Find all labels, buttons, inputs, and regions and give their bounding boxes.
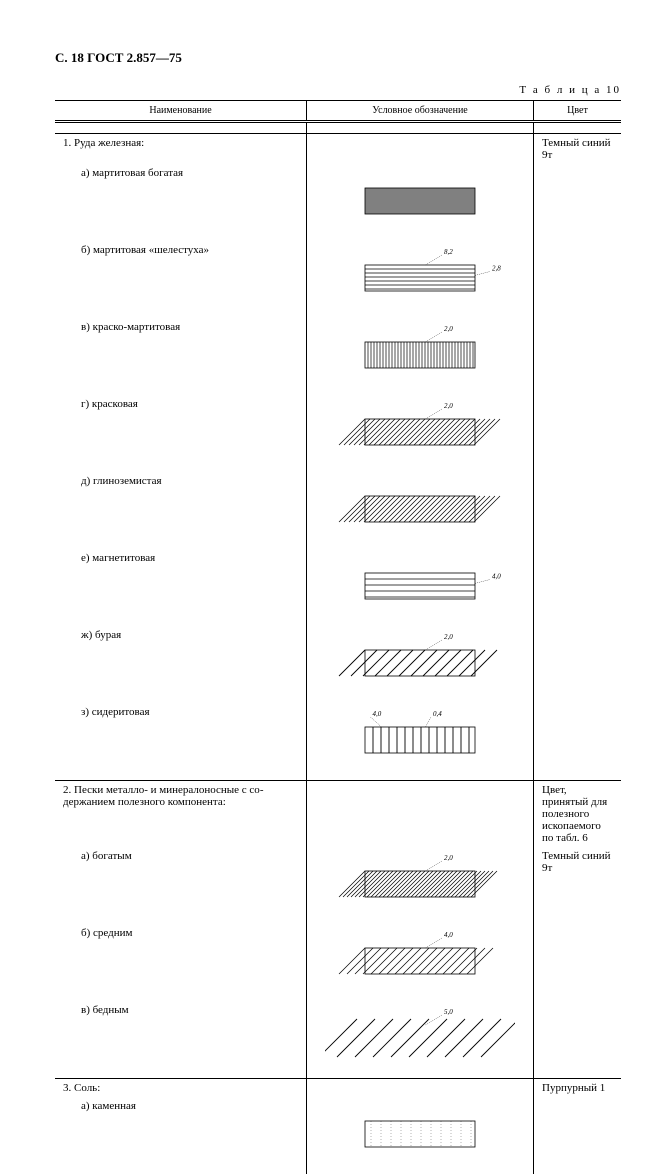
section-color: Пурпурный 1 [534, 1079, 622, 1098]
item-swatch: 5,0 [307, 1001, 534, 1079]
item-color [534, 395, 622, 472]
item-color: Темный синий 9т [534, 847, 622, 924]
item-swatch: 4,0 0,4 [307, 703, 534, 781]
section-title: 1. Руда железная: [55, 134, 307, 165]
col-header-name: Наименование [55, 101, 307, 122]
item-label: в) краско-мартитовая [63, 321, 298, 333]
item-swatch: 8,2 2,8 [307, 241, 534, 318]
item-label: е) магнетитовая [63, 552, 298, 564]
svg-text:4,0: 4,0 [444, 931, 453, 939]
item-swatch [307, 164, 534, 241]
item-label: б) мартитовая «шелестуха» [63, 244, 298, 256]
item-swatch: 2,0 [307, 318, 534, 395]
page-header: С. 18 ГОСТ 2.857—75 [55, 50, 621, 66]
svg-text:2,0: 2,0 [444, 325, 453, 333]
item-swatch [307, 1097, 534, 1174]
section-color: Цвет, принятый для полезного иско­паемог… [534, 781, 622, 848]
item-color [534, 626, 622, 703]
item-color [534, 1001, 622, 1079]
svg-text:4,0: 4,0 [492, 573, 501, 581]
col-header-symbol: Условное обозначение [307, 101, 534, 122]
svg-text:2,8: 2,8 [492, 265, 501, 273]
svg-text:8,2: 8,2 [444, 248, 453, 256]
item-label: а) каменная [63, 1100, 298, 1112]
item-color [534, 241, 622, 318]
item-label: б) средним [63, 927, 298, 939]
item-color [534, 703, 622, 781]
item-swatch: 2,0 [307, 626, 534, 703]
item-label: а) мартитовая богатая [63, 167, 298, 179]
item-color [534, 318, 622, 395]
table-caption: Т а б л и ц а 10 [55, 84, 621, 96]
item-swatch: 2,0 [307, 847, 534, 924]
svg-text:4,0: 4,0 [373, 710, 382, 718]
item-color [534, 164, 622, 241]
main-table: Наименование Условное обозначение Цвет 1… [55, 100, 621, 1174]
item-color [534, 1097, 622, 1174]
item-label: в) бедным [63, 1004, 298, 1016]
svg-text:2,0: 2,0 [444, 633, 453, 641]
section-title: 2. Пески металло- и минералоносные с со­… [55, 781, 307, 848]
svg-text:5,0: 5,0 [444, 1008, 453, 1016]
item-swatch: 4,0 [307, 549, 534, 626]
item-swatch [307, 472, 534, 549]
item-label: ж) бурая [63, 629, 298, 641]
section-color: Темный синий 9т [534, 134, 622, 165]
item-color [534, 549, 622, 626]
section-title: 3. Соль: [55, 1079, 307, 1098]
col-header-color: Цвет [534, 101, 622, 122]
item-color [534, 472, 622, 549]
item-label: г) красковая [63, 398, 298, 410]
item-swatch: 2,0 [307, 395, 534, 472]
svg-text:2,0: 2,0 [444, 402, 453, 410]
item-label: з) сидеритовая [63, 706, 298, 718]
item-label: д) глиноземистая [63, 475, 298, 487]
svg-text:2,0: 2,0 [444, 854, 453, 862]
item-label: а) богатым [63, 850, 298, 862]
svg-text:0,4: 0,4 [433, 710, 442, 718]
